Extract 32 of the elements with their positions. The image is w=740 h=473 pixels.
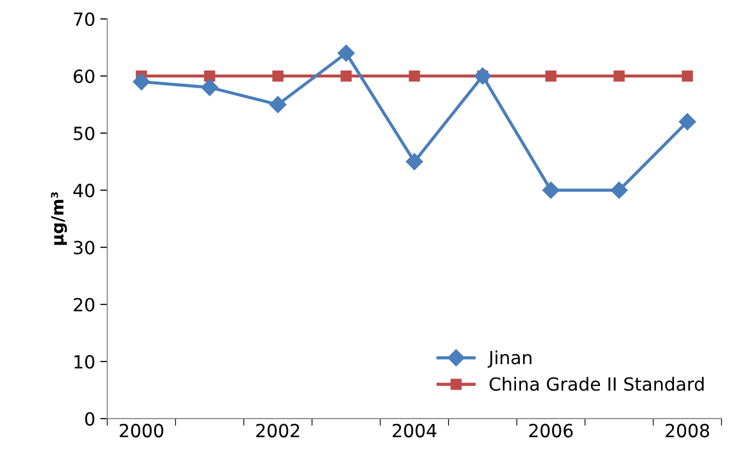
- point: [204, 70, 216, 82]
- x-tick-label: 2000: [120, 424, 164, 438]
- point: [201, 78, 218, 96]
- y-tick-label: 20: [74, 298, 94, 312]
- y-tick-label: 70: [74, 12, 94, 26]
- point: [406, 153, 423, 170]
- legend-label: China Grade II Standard: [490, 376, 704, 391]
- point: [545, 70, 556, 82]
- legend-label: Jinan: [488, 350, 532, 368]
- y-tick-label: 10: [74, 354, 94, 369]
- point: [678, 113, 696, 130]
- point: [132, 73, 150, 90]
- point: [614, 70, 625, 82]
- point: [474, 67, 492, 85]
- point: [338, 44, 355, 62]
- x-tick-label: 2002: [256, 424, 300, 438]
- point: [610, 182, 628, 199]
- x-tick-label: 2004: [392, 424, 436, 438]
- point: [408, 70, 420, 82]
- point: [682, 70, 693, 82]
- y-tick-label: 60: [74, 69, 94, 84]
- y-tick-label: 50: [74, 126, 94, 140]
- y-axis-title: µg/m³: [50, 192, 67, 245]
- x-tick-label: 2006: [529, 424, 573, 438]
- point: [269, 96, 286, 114]
- y-tick-label: 40: [73, 184, 94, 198]
- point: [542, 182, 560, 199]
- point: [340, 70, 352, 82]
- point: [272, 70, 284, 82]
- y-tick-label: 30: [74, 240, 94, 254]
- x-tick-label: 2008: [666, 424, 710, 438]
- y-tick-label: 0: [85, 412, 94, 426]
